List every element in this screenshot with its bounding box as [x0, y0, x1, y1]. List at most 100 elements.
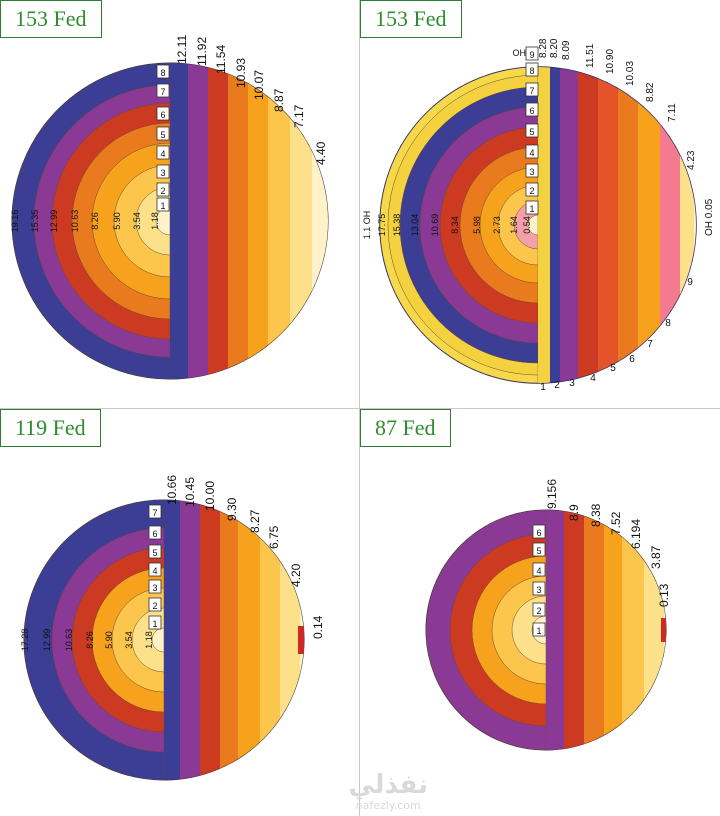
ring-number: 7	[160, 87, 165, 97]
right-value: 7.52	[609, 511, 623, 535]
ring-number-box	[532, 524, 546, 539]
left-label: 12.99	[42, 629, 52, 652]
right-value: 6.194	[629, 519, 643, 549]
panel-2: 0.54 1.64 2.73 5.98 8.34 10.69 13.04 15.38 17.75…	[360, 0, 720, 408]
right-value: 4.20	[289, 563, 303, 587]
bottom-number: 6	[629, 354, 635, 365]
ring-number: 7	[152, 508, 157, 518]
layer-band	[238, 500, 261, 780]
right-value: 8.20	[549, 38, 560, 58]
layer-band	[260, 500, 281, 780]
ring-number-box	[156, 197, 170, 212]
right-value: 8.28	[538, 38, 549, 58]
left-label: 12.99	[49, 210, 59, 233]
left-label: 19.16	[10, 210, 20, 233]
ring-number: 3	[529, 167, 534, 177]
bottom-number: 1	[540, 382, 546, 393]
right-value: 4.40	[314, 141, 328, 165]
ring-number-box	[148, 504, 162, 519]
ring-number-box	[525, 163, 539, 178]
ring-number-box	[148, 525, 162, 540]
ring-number: 6	[529, 106, 534, 116]
bottom-number: 7	[647, 339, 653, 350]
ring-number: 5	[160, 130, 165, 140]
ring-diagram-3: 1.18 3.54 5.90 8.26 10.63 12.99 17.28 1 2 3 4 5 6 7 10…	[20, 475, 325, 781]
layer-band	[538, 67, 551, 383]
right-value: 10.93	[234, 58, 248, 88]
bottom-number: 8	[665, 318, 671, 329]
bottom-number: 2	[554, 380, 560, 391]
right-value: 11.51	[585, 43, 596, 68]
ring-number-box	[525, 46, 539, 61]
left-label: 3.54	[132, 212, 142, 230]
right-value: 9.156	[545, 479, 559, 509]
ring-number-box	[525, 102, 539, 117]
panel-title: 119 Fed	[0, 409, 101, 447]
ring-number-box	[148, 579, 162, 594]
layer-band	[578, 67, 599, 383]
right-value: 0.14	[311, 615, 325, 639]
ring-number: 1	[160, 201, 165, 211]
left-label: 17.75	[377, 214, 387, 237]
ring-number-box	[156, 64, 170, 79]
ring-number: 2	[536, 606, 541, 616]
left-label: 15.38	[392, 214, 402, 237]
layer-band	[170, 63, 189, 379]
layer-band	[584, 510, 605, 750]
right-value: 10.00	[203, 481, 217, 511]
layer-band	[550, 67, 561, 383]
ring-number-box	[156, 126, 170, 141]
ring-number-box	[148, 562, 162, 577]
inner-strip	[298, 626, 304, 654]
layer-band	[180, 500, 201, 780]
layer-band	[220, 500, 239, 780]
panel-title: 153 Fed	[0, 0, 102, 38]
layer-band	[638, 67, 661, 383]
ring-diagram-2: 0.541.64 2.73 5.98 8.34 10.69 13.04 15.38 17.75…	[362, 38, 715, 393]
ring-number-box	[532, 562, 546, 577]
right-value: 0.13	[657, 583, 671, 607]
layer-band	[564, 510, 585, 750]
ring-number-box	[525, 144, 539, 159]
panel-1: 1.18 3.54 5.90 8.26 10.63 12.99 15.35 19.16 1 2 3 4…	[0, 0, 359, 408]
ring-number-box	[532, 581, 546, 596]
right-value: 10.03	[625, 61, 636, 86]
ring-number-box	[532, 542, 546, 557]
ring-number: 5	[152, 548, 157, 558]
right-value: 8.09	[561, 40, 572, 60]
ring-diagram-4: 1 2 3 4 5 6 9.156 8.9 8.38 7.52 6.194 3.87 0.13	[425, 479, 671, 751]
panel-title: 87 Fed	[360, 409, 451, 447]
ring-number-box	[148, 597, 162, 612]
left-label: 1.18	[150, 212, 160, 230]
layer-band	[680, 67, 695, 383]
layer-band	[560, 67, 579, 383]
bottom-number: 4	[590, 373, 596, 384]
layer-band	[618, 67, 639, 383]
ring-number: 3	[536, 585, 541, 595]
right-value: 8.9	[567, 504, 581, 521]
right-value: 8.27	[248, 509, 262, 533]
layer-band	[598, 67, 619, 383]
ring-number: 2	[152, 601, 157, 611]
left-label: 5.90	[104, 631, 114, 649]
layer-band	[546, 510, 565, 750]
left-label: 8.26	[90, 212, 100, 230]
ring-number-box	[532, 622, 546, 637]
ring-number-box	[156, 83, 170, 98]
watermark: نفذلي nafezly.com	[348, 770, 428, 812]
ring-number: OH	[513, 48, 527, 58]
left-label: 10.63	[64, 629, 74, 652]
left-label: 10.63	[70, 210, 80, 233]
ring-number: 5	[536, 546, 541, 556]
layer-band	[208, 63, 229, 379]
right-value: 8.87	[272, 88, 286, 112]
ring-number: 6	[536, 528, 541, 538]
layer-band	[604, 510, 623, 750]
left-label: 10.69	[430, 214, 440, 237]
layer-band	[312, 63, 328, 379]
bottom-number: 5	[610, 363, 616, 374]
ring-number: 2	[529, 186, 534, 196]
layer-band	[280, 500, 301, 780]
left-label: 3.54	[124, 631, 134, 649]
ring-band	[527, 214, 539, 236]
